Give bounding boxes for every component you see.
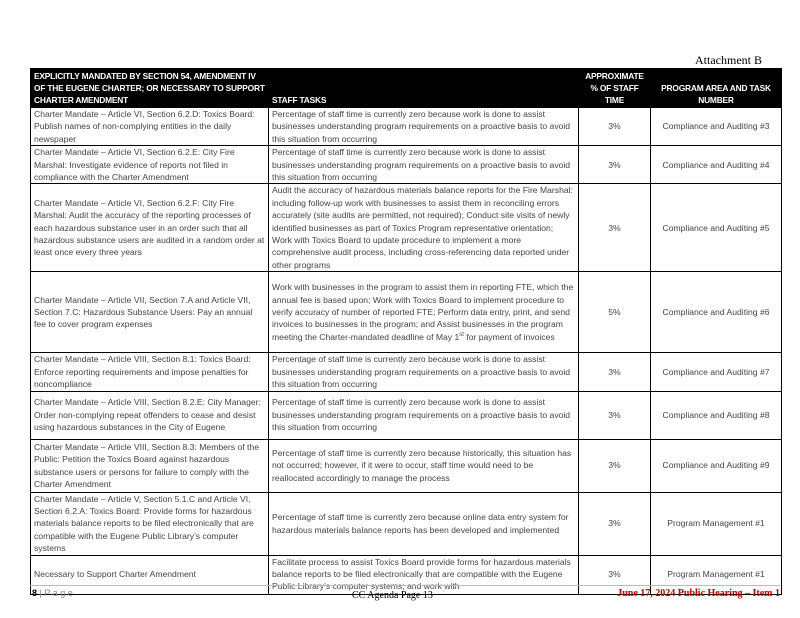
program-area-cell: Compliance and Auditing #8 <box>650 390 782 440</box>
table-row: Charter Mandate – Article VI, Section 6.… <box>30 145 782 185</box>
program-area-cell: Compliance and Auditing #3 <box>650 106 782 147</box>
table-row: Charter Mandate – Article VIII, Section … <box>30 438 782 493</box>
staff-time-cell: 5% <box>578 271 651 354</box>
hearing-label: June 17, 2024 Public Hearing – Item 1 <box>617 588 780 599</box>
table-row: Charter Mandate – Article VII, Section 7… <box>30 271 782 354</box>
table-row: Charter Mandate – Article VIII, Section … <box>30 352 782 392</box>
staff-time-cell: 3% <box>578 438 651 493</box>
staff-tasks-cell: Facilitate process to assist Toxics Boar… <box>268 554 579 595</box>
mandate-cell: Charter Mandate – Article V, Section 5.1… <box>30 491 269 556</box>
program-area-cell: Compliance and Auditing #4 <box>650 145 782 185</box>
staff-time-cell: 3% <box>578 106 651 147</box>
header-mandate: EXPLICITLY MANDATED BY SECTION 54, AMEND… <box>30 68 269 108</box>
table-row: Necessary to Support Charter Amendment F… <box>30 554 782 595</box>
staff-tasks-cell: Percentage of staff time is currently ze… <box>268 390 579 440</box>
program-area-cell: Compliance and Auditing #5 <box>650 183 782 273</box>
mandate-cell: Charter Mandate – Article VI, Section 6.… <box>30 145 269 185</box>
staff-tasks-cell: Percentage of staff time is currently ze… <box>268 352 579 392</box>
program-area-cell: Program Management #1 <box>650 554 782 595</box>
program-area-cell: Compliance and Auditing #6 <box>650 271 782 354</box>
table-row: Charter Mandate – Article VI, Section 6.… <box>30 106 782 147</box>
staff-tasks-cell: Audit the accuracy of hazardous material… <box>268 183 579 273</box>
mandate-cell: Charter Mandate – Article VI, Section 6.… <box>30 106 269 147</box>
header-staff-tasks: STAFF TASKS <box>268 68 579 108</box>
mandate-cell: Charter Mandate – Article VIII, Section … <box>30 390 269 440</box>
program-area-cell: Program Management #1 <box>650 491 782 556</box>
table-row: Charter Mandate – Article V, Section 5.1… <box>30 491 782 556</box>
staff-tasks-cell: Percentage of staff time is currently ze… <box>268 438 579 493</box>
header-staff-time: APPROXIMATE % OF STAFF TIME <box>578 68 651 108</box>
table-row: Charter Mandate – Article VIII, Section … <box>30 390 782 440</box>
staff-time-cell: 3% <box>578 352 651 392</box>
staff-tasks-cell: Percentage of staff time is currently ze… <box>268 106 579 147</box>
program-area-cell: Compliance and Auditing #9 <box>650 438 782 493</box>
mandate-cell: Charter Mandate – Article VII, Section 7… <box>30 271 269 354</box>
staff-time-cell: 3% <box>578 554 651 595</box>
staff-time-cell: 3% <box>578 491 651 556</box>
table-row: Charter Mandate – Article VI, Section 6.… <box>30 183 782 273</box>
mandate-cell: Charter Mandate – Article VIII, Section … <box>30 352 269 392</box>
page-number: 8 | P a g e <box>32 588 73 598</box>
staff-time-cell: 3% <box>578 390 651 440</box>
agenda-page: CC Agenda Page 13 <box>352 590 433 601</box>
program-area-cell: Compliance and Auditing #7 <box>650 352 782 392</box>
staff-tasks-table: EXPLICITLY MANDATED BY SECTION 54, AMEND… <box>30 68 782 595</box>
staff-tasks-cell: Percentage of staff time is currently ze… <box>268 145 579 185</box>
footer-divider <box>30 585 780 586</box>
mandate-cell: Charter Mandate – Article VIII, Section … <box>30 438 269 493</box>
staff-tasks-cell: Work with businesses in the program to a… <box>268 271 579 354</box>
staff-tasks-cell: Percentage of staff time is currently ze… <box>268 491 579 556</box>
attachment-label: Attachment B <box>695 53 762 67</box>
mandate-cell: Necessary to Support Charter Amendment <box>30 554 269 595</box>
header-program-area: PROGRAM AREA AND TASK NUMBER <box>650 68 782 108</box>
staff-time-cell: 3% <box>578 145 651 185</box>
staff-time-cell: 3% <box>578 183 651 273</box>
table-header-row: EXPLICITLY MANDATED BY SECTION 54, AMEND… <box>30 68 782 108</box>
mandate-cell: Charter Mandate – Article VI, Section 6.… <box>30 183 269 273</box>
